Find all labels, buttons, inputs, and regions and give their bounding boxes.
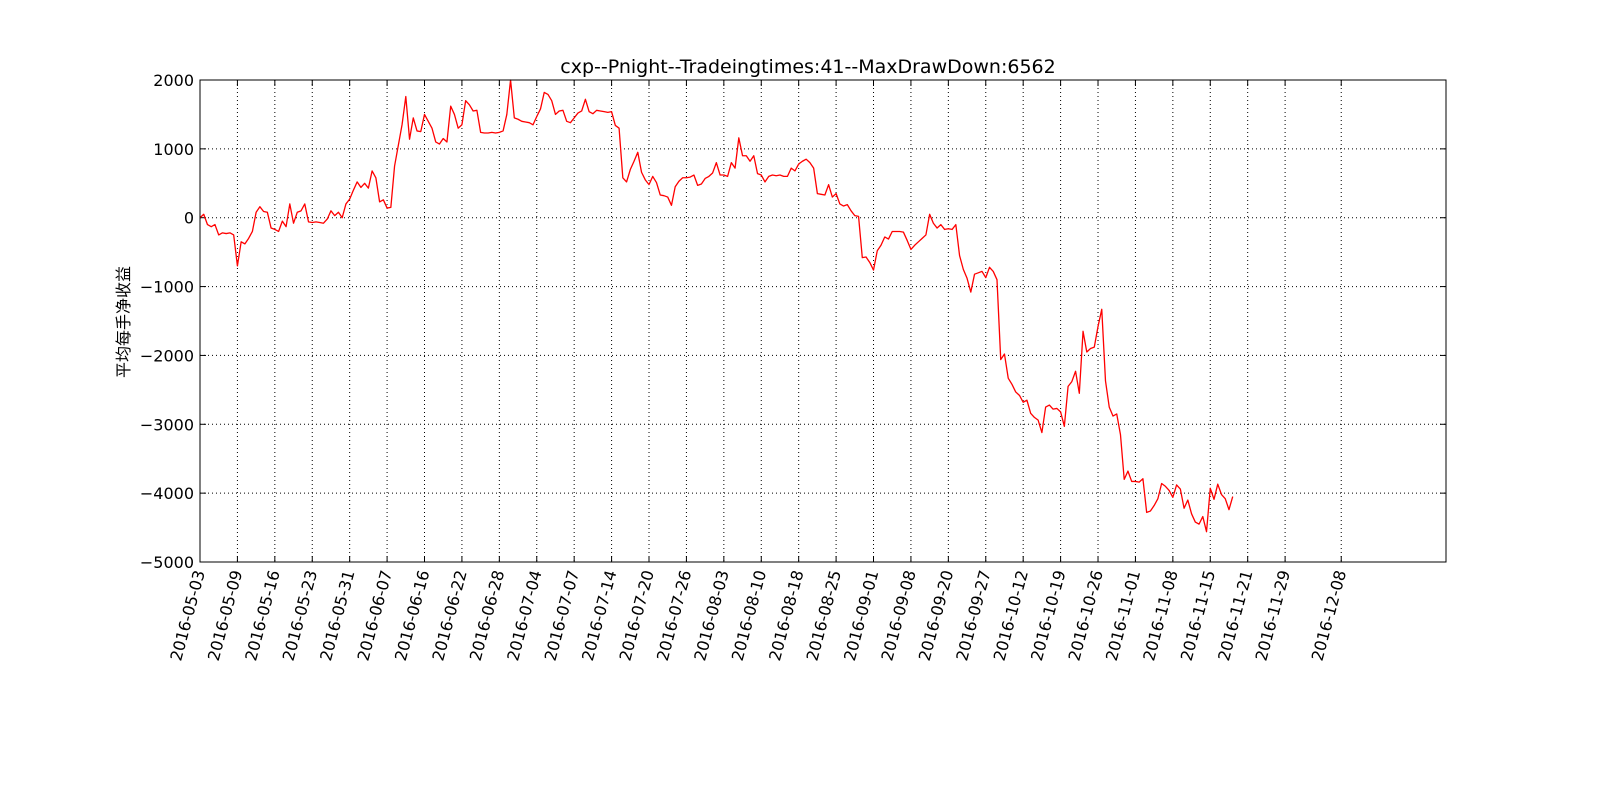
y-tick-label: −5000 bbox=[140, 553, 194, 572]
series-layer bbox=[199, 79, 1234, 533]
y-tick-label: −2000 bbox=[140, 346, 194, 365]
y-axis-label: 平均每手净收益 bbox=[114, 266, 133, 378]
y-tick-label: −4000 bbox=[140, 484, 194, 503]
plot-area-frame bbox=[199, 79, 1447, 563]
y-tick-label: 0 bbox=[184, 209, 194, 228]
grid bbox=[199, 79, 1446, 563]
y-tick-label: −1000 bbox=[140, 278, 194, 297]
y-tick-label: 1000 bbox=[153, 140, 194, 159]
y-tick-label: −3000 bbox=[140, 415, 194, 434]
y-tick-label: 2000 bbox=[153, 71, 194, 90]
chart-title: cxp--Pnight--Tradeingtimes:41--MaxDrawDo… bbox=[560, 56, 1055, 78]
series-line bbox=[199, 79, 1234, 533]
